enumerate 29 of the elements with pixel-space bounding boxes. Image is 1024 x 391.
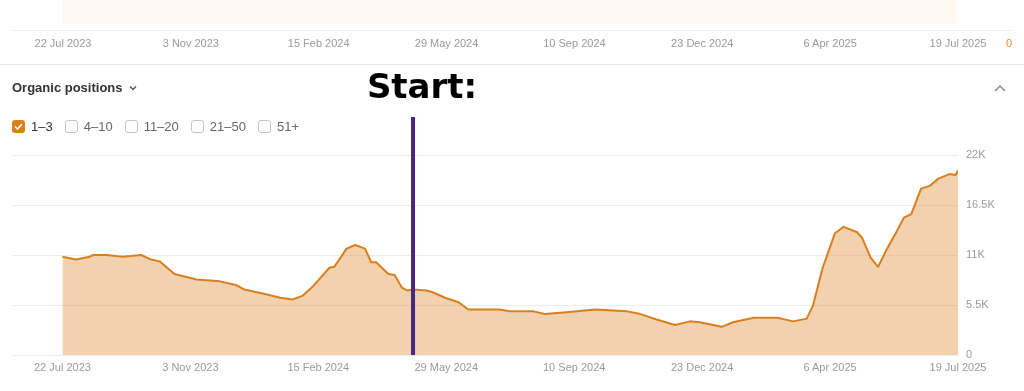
y-tick-label: 0 <box>966 348 973 361</box>
y-tick-label: 22K <box>966 148 987 161</box>
text: 29 May 2024 <box>414 37 479 49</box>
x-tick-label: 19 Jul 2025 <box>929 360 987 373</box>
x-tick-label: 3 Nov 2023 <box>162 360 219 373</box>
text: 6 Apr 2025 <box>803 37 857 49</box>
y-tick-label: 16.5K <box>966 198 996 211</box>
text: 21–50 <box>209 119 246 134</box>
text: 19 Jul 2025 <box>929 37 987 49</box>
text: 23 Dec 2024 <box>671 37 734 49</box>
x-tick-label: 29 May 2024 <box>414 360 479 373</box>
x-tick-label: 22 Jul 2023 <box>33 360 91 373</box>
x-tick-label: 6 Apr 2025 <box>803 360 857 373</box>
text: 4–10 <box>83 119 113 134</box>
text: 0 <box>1005 37 1013 49</box>
chart-title: Organic positions <box>12 80 123 95</box>
text: 11–20 <box>143 119 179 134</box>
text: 51+ <box>276 119 300 134</box>
text: 10 Sep 2024 <box>543 37 606 49</box>
text: 3 Nov 2023 <box>162 37 219 49</box>
ref-line-label: Start: <box>366 65 478 106</box>
y-tick-label: 5.5K <box>966 298 990 311</box>
x-tick-label: 10 Sep 2024 <box>542 360 606 373</box>
x-tick-label: 23 Dec 2024 <box>670 360 734 373</box>
text: 15 Feb 2024 <box>287 37 350 49</box>
x-tick-label: 15 Feb 2024 <box>287 360 350 373</box>
y-tick-label: 11K <box>966 248 986 261</box>
text: 22 Jul 2023 <box>34 37 92 49</box>
legend-label: 1–3 <box>31 119 53 134</box>
